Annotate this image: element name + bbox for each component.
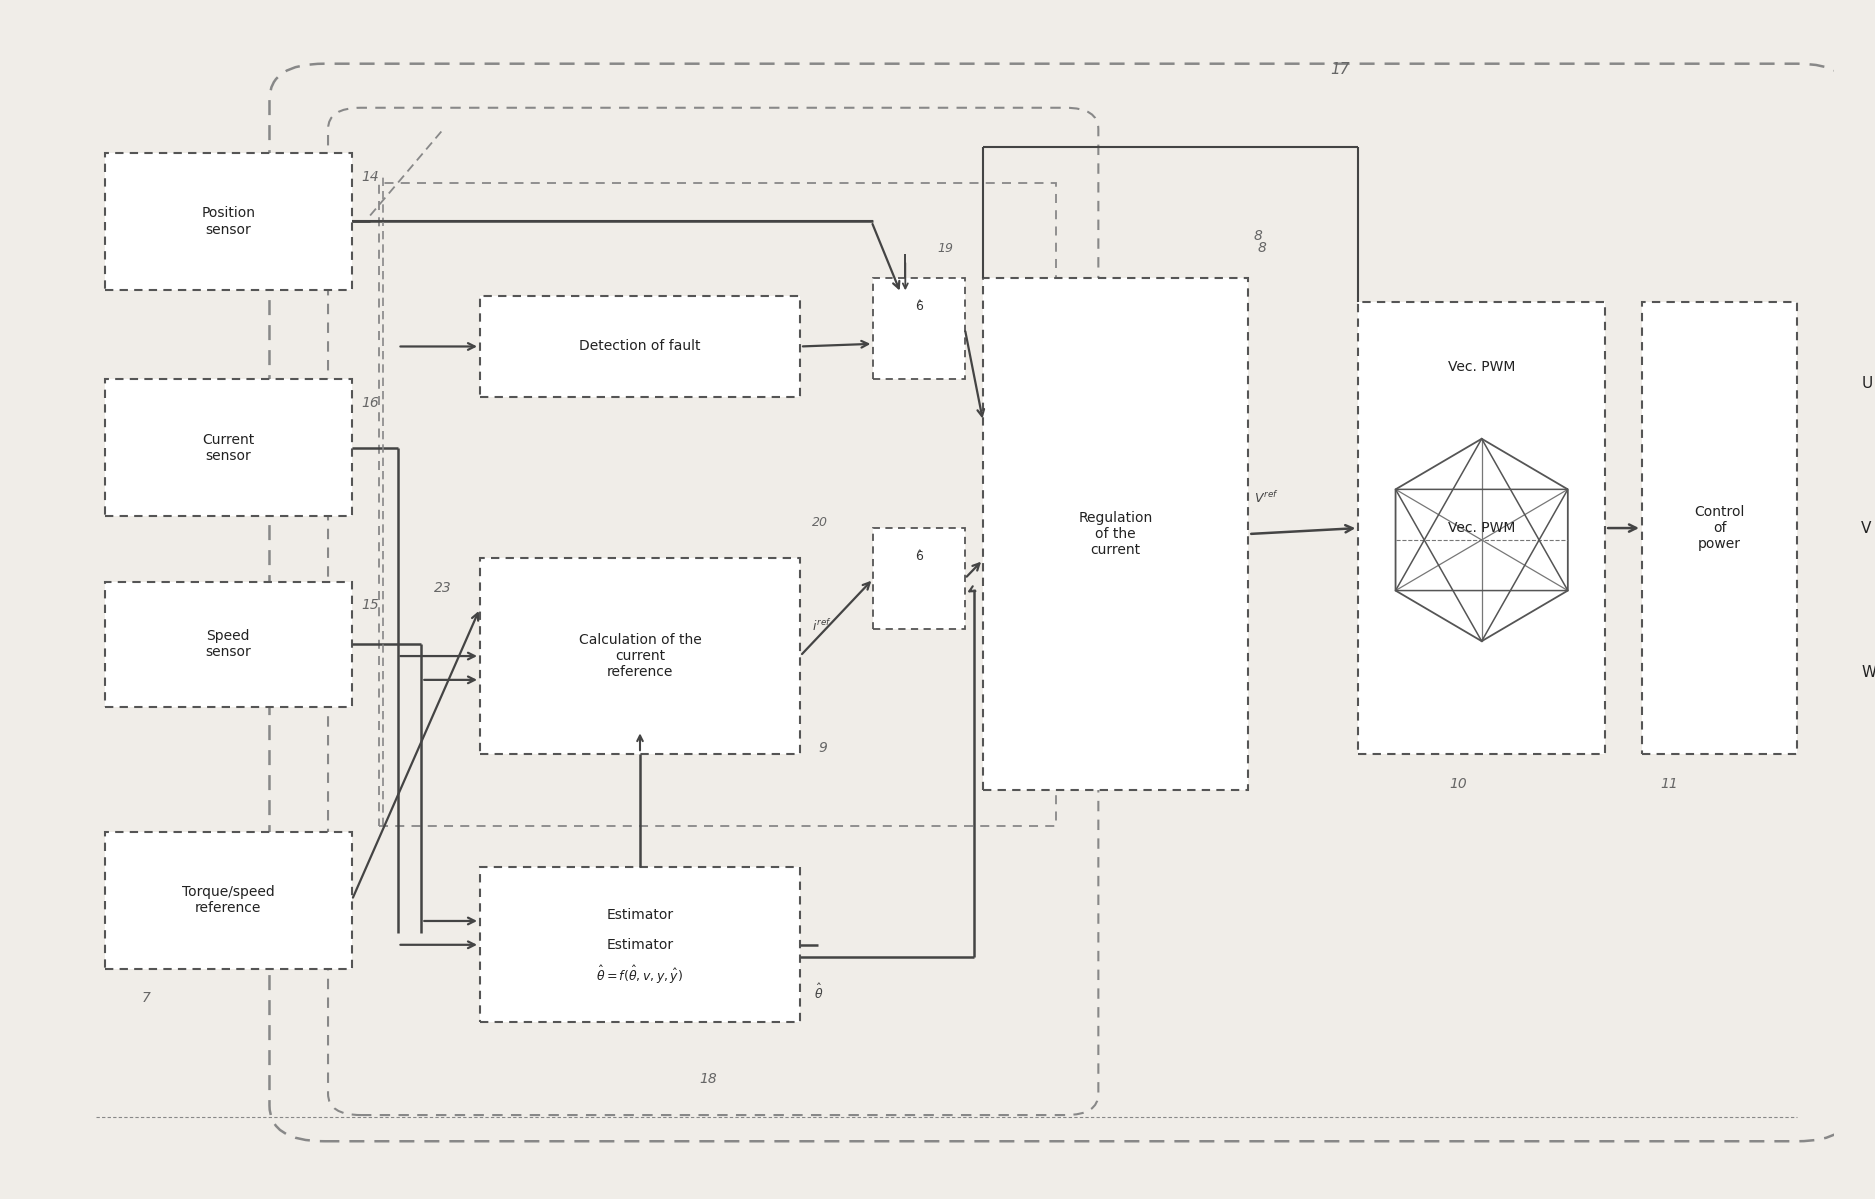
Text: 6̂: 6̂ (915, 300, 922, 313)
Text: Position
sensor: Position sensor (201, 206, 255, 236)
Text: Estimator: Estimator (606, 908, 673, 922)
Bar (480, 296, 801, 397)
Text: $\hat{\theta}$: $\hat{\theta}$ (814, 983, 823, 1002)
Text: Control
of
power: Control of power (1695, 505, 1746, 552)
Text: $V^{ref}$: $V^{ref}$ (1254, 490, 1279, 506)
Bar (982, 278, 1249, 790)
Text: $i^{ref}$: $i^{ref}$ (812, 619, 832, 634)
Text: 8: 8 (1258, 241, 1266, 255)
Text: Calculation of the
current
reference: Calculation of the current reference (579, 633, 701, 680)
Bar (1358, 302, 1605, 754)
Bar (874, 528, 966, 629)
Bar (480, 558, 801, 754)
Bar (105, 832, 352, 969)
Text: W: W (1862, 665, 1875, 680)
Text: 10: 10 (1449, 777, 1468, 791)
Text: 8: 8 (1254, 229, 1262, 243)
Text: Vec. PWM: Vec. PWM (1448, 361, 1515, 374)
Text: 7: 7 (141, 992, 150, 1006)
Text: 23: 23 (435, 580, 452, 595)
Bar (105, 582, 352, 706)
Text: 19: 19 (938, 242, 952, 254)
Text: 17: 17 (1329, 62, 1350, 77)
Bar (105, 379, 352, 516)
Text: U: U (1862, 375, 1873, 391)
Text: 15: 15 (362, 598, 379, 613)
Text: Torque/speed
reference: Torque/speed reference (182, 885, 274, 915)
Text: Detection of fault: Detection of fault (579, 339, 701, 354)
Bar (874, 278, 966, 379)
Text: V: V (1862, 520, 1871, 536)
Bar (1642, 302, 1798, 754)
Text: 6̂: 6̂ (915, 550, 922, 562)
Text: Current
sensor: Current sensor (202, 433, 255, 463)
Text: Regulation
of the
current: Regulation of the current (1078, 511, 1153, 558)
Text: 16: 16 (362, 396, 379, 410)
Bar (105, 153, 352, 290)
Text: Speed
sensor: Speed sensor (206, 629, 251, 659)
Text: Vec. PWM: Vec. PWM (1448, 522, 1515, 535)
Text: 18: 18 (699, 1072, 718, 1086)
Bar (379, 182, 1056, 826)
Text: 11: 11 (1659, 777, 1678, 791)
Text: 9: 9 (818, 741, 827, 755)
Text: Estimator: Estimator (606, 938, 673, 952)
Text: $\hat{\theta}=f(\hat{\theta},v,y,\hat{y})$: $\hat{\theta}=f(\hat{\theta},v,y,\hat{y}… (596, 964, 684, 986)
Text: 14: 14 (362, 170, 379, 183)
Polygon shape (1395, 439, 1568, 641)
Text: 20: 20 (812, 516, 827, 529)
Bar (480, 867, 801, 1023)
